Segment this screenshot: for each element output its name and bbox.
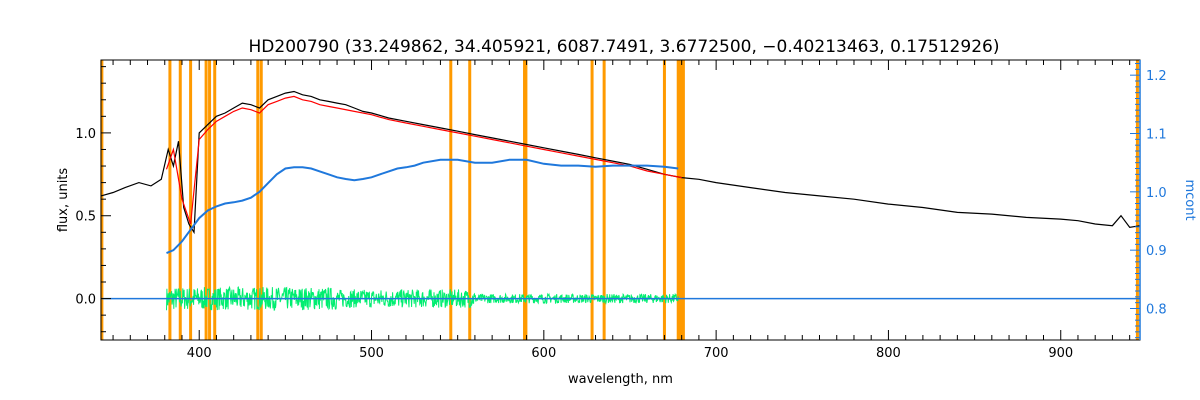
x-tick-label: 400 (187, 346, 212, 361)
x-tick-label: 500 (359, 346, 384, 361)
residual-line (166, 285, 679, 311)
mcont-line (166, 158, 679, 255)
y-tick-label: 0.0 (75, 293, 96, 308)
residual-series (166, 285, 679, 311)
x-tick-label: 700 (704, 346, 729, 361)
x-axis-title: wavelength, nm (568, 372, 673, 387)
y-tick-label: 1.0 (75, 127, 96, 142)
y-axis: 0.0 0.5 1.0 (75, 66, 111, 333)
y-tick-label: 0.5 (75, 210, 96, 225)
y2-tick-label: 0.9 (1146, 244, 1167, 259)
y2-axis-title: mcont (1182, 179, 1197, 220)
x-tick-label: 600 (531, 346, 556, 361)
y2-tick-label: 1.2 (1146, 69, 1167, 84)
y2-tick-label: 0.8 (1146, 303, 1167, 318)
y2-tick-label: 1.1 (1146, 128, 1167, 143)
series-layer (100, 90, 1141, 300)
y2-tick-label: 1.0 (1146, 186, 1167, 201)
x-axis: 400 500 600 700 800 900 (112, 60, 1131, 361)
x-tick-label: 800 (876, 346, 901, 361)
chart-title: HD200790 (33.249862, 34.405921, 6087.749… (249, 37, 1000, 57)
mask-lines (100, 60, 1139, 340)
observed-line (100, 90, 1141, 235)
y-axis-title: flux, units (56, 168, 71, 233)
x-tick-label: 900 (1048, 346, 1073, 361)
model-line (165, 95, 682, 225)
y2-axis: 0.8 0.9 1.0 1.1 1.2 (1130, 60, 1167, 340)
